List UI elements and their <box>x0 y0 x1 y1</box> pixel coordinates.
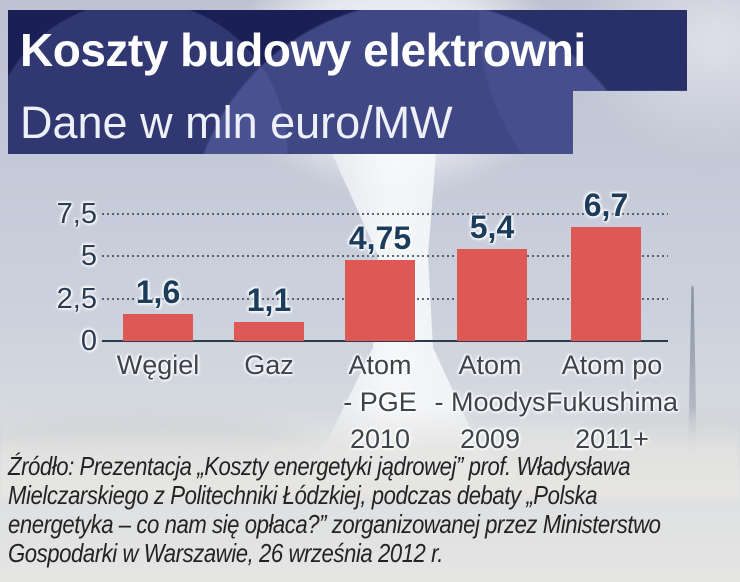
source-line: Mielczarskiego z Politechniki Łódzkiej, … <box>8 480 598 510</box>
haze <box>0 408 740 498</box>
source-line: Gospodarki w Warszawie, 26 września 2012… <box>8 538 443 568</box>
source-note: Źródło: Prezentacja „Koszty energetyki j… <box>8 452 740 568</box>
bar <box>571 227 641 341</box>
category-label-line: Fukushima <box>545 387 679 417</box>
bar-value-label: 6,7 <box>583 187 629 223</box>
bar <box>234 322 304 341</box>
chimney <box>688 286 697 454</box>
bar-value-label: 1,1 <box>246 282 292 318</box>
category-label-line: 2009 <box>459 424 521 454</box>
bar <box>345 260 415 341</box>
category-label-line: Gaz <box>244 350 294 380</box>
bar-value-label: 1,6 <box>135 274 181 310</box>
x-axis-line <box>102 340 668 342</box>
category-label-line: 2010 <box>349 424 411 454</box>
page-subtitle: Dane w mln euro/MW <box>20 97 453 148</box>
category-label-line: Węgiel <box>116 350 200 380</box>
y-tick-label: 0 <box>80 325 97 357</box>
y-tick-label: 7,5 <box>56 197 97 230</box>
category-label: Atom - Moodys 2009 <box>395 347 585 458</box>
category-label-line: Atom <box>348 350 412 380</box>
bar-value-label: 4,75 <box>348 220 412 256</box>
gridline <box>102 255 668 257</box>
category-label-line: - PGE <box>343 387 417 417</box>
category-label: Atom po Fukushima 2011+ <box>517 347 707 458</box>
source-line: Źródło: Prezentacja „Koszty energetyki j… <box>8 451 631 481</box>
category-label-line: Atom <box>458 350 522 380</box>
source-line: energetyka – co nam się opłaca?” zorgani… <box>8 509 661 539</box>
category-label: Atom - PGE 2010 <box>285 347 475 458</box>
category-label-line: 2011+ <box>575 424 649 454</box>
category-label: Węgiel <box>63 347 253 384</box>
bar <box>123 314 193 341</box>
bar-value-label: 5,4 <box>469 209 515 245</box>
category-label-line: - Moodys <box>434 387 546 417</box>
page-title: Koszty budowy elektrowni <box>20 24 586 76</box>
category-label: Gaz <box>174 347 364 384</box>
bar <box>457 249 527 341</box>
y-tick-label: 5 <box>80 240 97 272</box>
y-tick-label: 2,5 <box>56 282 97 315</box>
gridline <box>102 212 668 215</box>
category-label-line: Atom po <box>561 350 663 380</box>
